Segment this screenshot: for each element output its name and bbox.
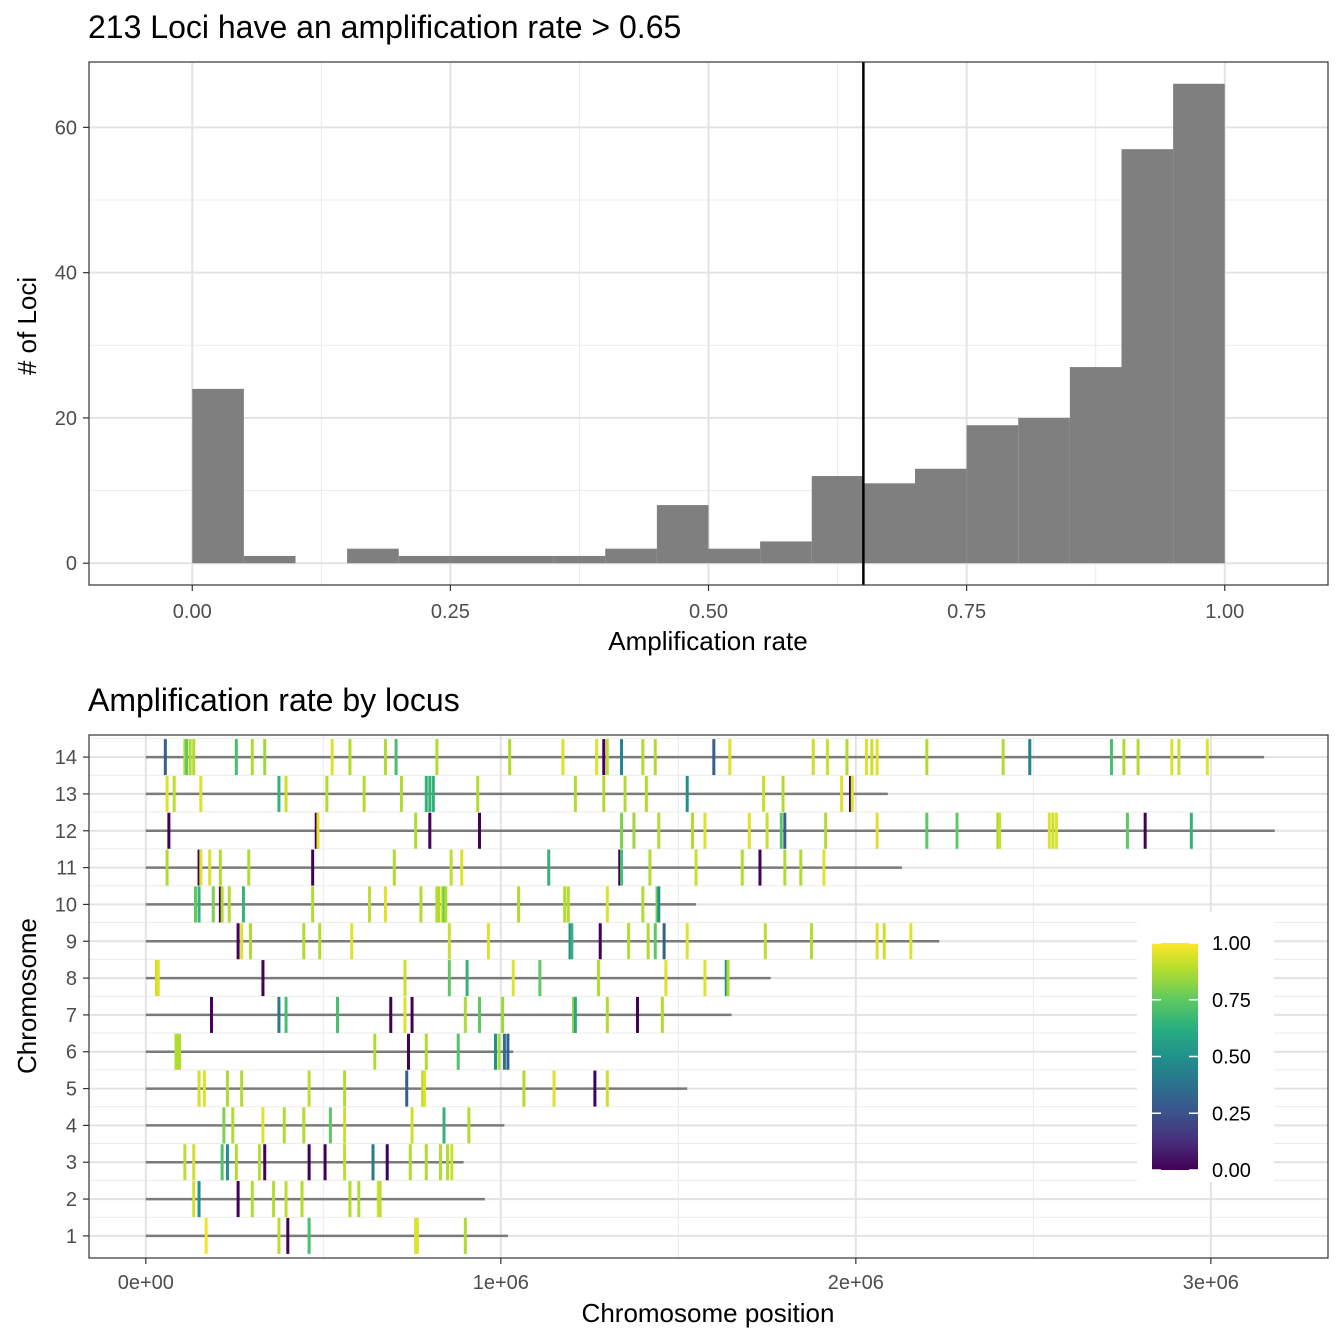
loci-y-tick-label: 11: [56, 858, 77, 880]
histogram-bar: [760, 541, 812, 564]
loci-y-tick-label: 12: [55, 821, 77, 843]
loci-panel: Amplification rate by locus 0e+00 1e+06 2e…: [12, 682, 1329, 1328]
loci-y-tick-label: 7: [66, 1005, 77, 1027]
loci-y-axis-label: Chromosome: [12, 918, 42, 1074]
histogram-x-axis-label: Amplification rate: [608, 626, 807, 656]
loci-y-tick-label: 1: [66, 1226, 77, 1248]
loci-y-tick-label: 5: [66, 1079, 77, 1101]
loci-y-tick-label: 8: [66, 968, 77, 990]
legend-tick-label: 1.00: [1212, 933, 1251, 955]
histogram-bar: [863, 483, 915, 564]
loci-x-tick-label: 0e+00: [118, 1272, 174, 1294]
legend-ticks: 1.00 0.75 0.50 0.25 0.00: [1152, 933, 1251, 1182]
histogram-bar: [1173, 83, 1225, 564]
histogram-bar: [605, 548, 657, 564]
legend-tick-label: 0.50: [1212, 1047, 1251, 1069]
histogram-y-tick-label: 60: [55, 117, 77, 139]
histogram-x-tick-label: 1.00: [1205, 601, 1244, 623]
histogram-bar: [398, 555, 451, 564]
histogram-x-tick-label: 0.25: [431, 601, 470, 623]
loci-x-ticks: 0e+00 1e+06 2e+06 3e+06: [118, 1258, 1239, 1294]
loci-x-axis-label: Chromosome position: [582, 1298, 835, 1328]
loci-plot-border: [88, 734, 1329, 1259]
histogram-x-ticks: 0.00 0.25 0.50 0.75 1.00: [173, 585, 1244, 623]
histogram-y-tick-label: 40: [55, 263, 77, 285]
histogram-bar: [1121, 149, 1174, 564]
histogram-panel: 213 Loci have an amplification rate > 0.…: [12, 9, 1329, 656]
loci-x-tick-label: 2e+06: [828, 1272, 884, 1294]
loci-y-tick-label: 14: [55, 747, 77, 769]
histogram-y-tick-label: 20: [55, 408, 77, 430]
histogram-y-axis-label: # of Loci: [12, 277, 42, 375]
histogram-x-tick-label: 0.75: [947, 601, 986, 623]
loci-x-tick-label: 1e+06: [473, 1272, 529, 1294]
loci-y-tick-label: 10: [55, 894, 77, 916]
histogram-y-tick-label: 0: [66, 553, 77, 575]
histogram-bar: [1018, 417, 1070, 564]
loci-y-tick-label: 9: [66, 931, 77, 953]
loci-y-tick-label: 4: [66, 1115, 77, 1137]
histogram-y-ticks: 0 20 40 60: [55, 117, 89, 575]
histogram-bar: [656, 505, 709, 564]
histogram-bar: [915, 468, 967, 564]
legend-tick-label: 0.00: [1212, 1160, 1251, 1182]
histogram-bar: [502, 555, 554, 564]
loci-y-tick-label: 3: [66, 1152, 77, 1174]
histogram-bar: [966, 425, 1019, 564]
loci-y-tick-label: 6: [66, 1042, 77, 1064]
histogram-bar: [192, 388, 244, 564]
histogram-bar: [553, 555, 606, 564]
loci-x-tick-label: 3e+06: [1183, 1272, 1239, 1294]
loci-y-tick-label: 13: [55, 784, 77, 806]
histogram-bar: [243, 555, 296, 564]
histogram-bar: [450, 555, 502, 564]
histogram-x-tick-label: 0.50: [689, 601, 728, 623]
loci-y-tick-label: 2: [66, 1189, 77, 1211]
histogram-bar: [708, 548, 761, 564]
legend-tick-label: 0.25: [1212, 1103, 1251, 1125]
histogram-x-tick-label: 0.00: [173, 601, 212, 623]
locus-marks: [154, 739, 1209, 1254]
loci-title: Amplification rate by locus: [88, 682, 460, 718]
histogram-bar: [347, 548, 399, 564]
histogram-bar: [811, 476, 864, 564]
legend-tick-label: 0.75: [1212, 990, 1251, 1012]
histogram-bars: [192, 83, 1225, 564]
histogram-title: 213 Loci have an amplification rate > 0.…: [88, 9, 681, 45]
histogram-bar: [1069, 367, 1122, 564]
color-legend: 1.00 0.75 0.50 0.25 0.00: [1137, 912, 1274, 1182]
